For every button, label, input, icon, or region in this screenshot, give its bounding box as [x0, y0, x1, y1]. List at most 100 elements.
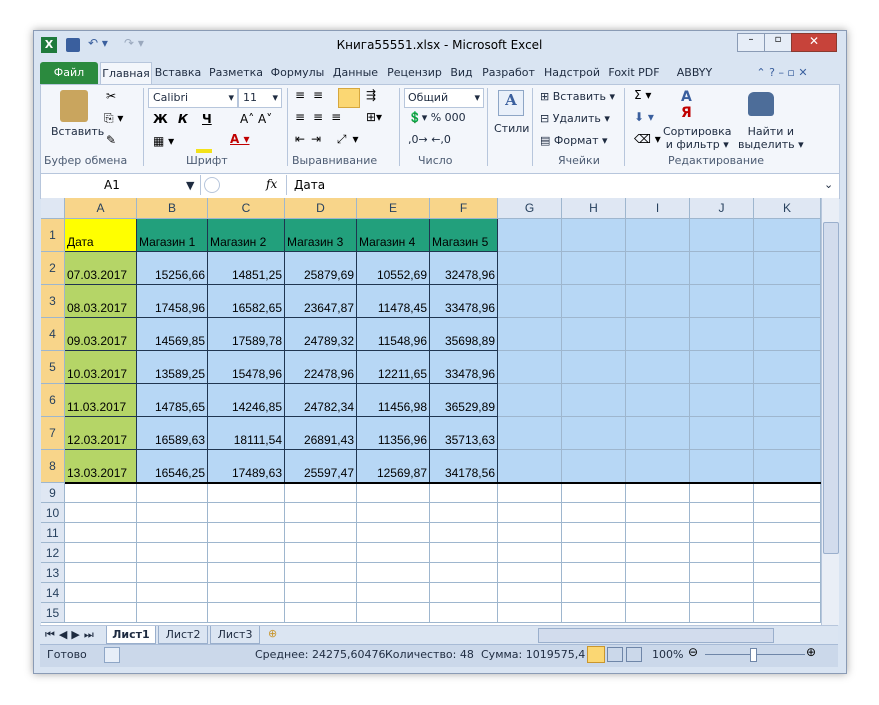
- cell[interactable]: 16582,65: [208, 285, 285, 318]
- empty-cell[interactable]: [754, 417, 821, 450]
- cell[interactable]: 11456,98: [357, 384, 430, 417]
- cell[interactable]: 34178,56: [430, 450, 498, 483]
- autosum[interactable]: Σ ▾: [634, 88, 652, 102]
- cell[interactable]: Магазин 1: [137, 219, 208, 252]
- empty-cell[interactable]: [626, 252, 690, 285]
- empty-cell[interactable]: [626, 318, 690, 351]
- empty-cell[interactable]: [208, 603, 285, 623]
- formula-value[interactable]: Дата: [294, 178, 326, 192]
- empty-cell[interactable]: [754, 603, 821, 623]
- font-name-box[interactable]: Calibri ▾: [148, 88, 238, 108]
- empty-cell[interactable]: [626, 583, 690, 603]
- empty-cell[interactable]: [562, 483, 626, 503]
- empty-cell[interactable]: [208, 543, 285, 563]
- empty-cell[interactable]: [754, 483, 821, 503]
- cell[interactable]: 14851,25: [208, 252, 285, 285]
- empty-cell[interactable]: [498, 417, 562, 450]
- empty-cell[interactable]: [626, 384, 690, 417]
- styles-icon[interactable]: A: [498, 90, 524, 116]
- empty-cell[interactable]: [754, 285, 821, 318]
- zoom-out[interactable]: ⊖: [688, 645, 699, 659]
- empty-cell[interactable]: [754, 450, 821, 483]
- empty-cell[interactable]: [690, 603, 754, 623]
- empty-cell[interactable]: [690, 450, 754, 483]
- empty-cell[interactable]: [562, 384, 626, 417]
- empty-cell[interactable]: [430, 543, 498, 563]
- grow-font[interactable]: A˄ A˅: [240, 112, 273, 126]
- empty-cell[interactable]: [562, 219, 626, 252]
- cell[interactable]: 23647,87: [285, 285, 357, 318]
- empty-cell[interactable]: [690, 417, 754, 450]
- empty-cell[interactable]: [626, 450, 690, 483]
- cell[interactable]: 24789,32: [285, 318, 357, 351]
- cell[interactable]: 24782,34: [285, 384, 357, 417]
- scroll-thumb[interactable]: [823, 222, 839, 554]
- cell[interactable]: 11356,96: [357, 417, 430, 450]
- column-header[interactable]: C: [208, 198, 285, 219]
- empty-cell[interactable]: [65, 563, 137, 583]
- sort-filter-button[interactable]: Сортировка и фильтр ▾: [663, 125, 732, 151]
- ribbon-tab[interactable]: Главная: [100, 62, 152, 86]
- cell[interactable]: 13589,25: [137, 351, 208, 384]
- empty-cell[interactable]: [626, 483, 690, 503]
- empty-cell[interactable]: [65, 583, 137, 603]
- ribbon-tab[interactable]: Надстрой: [544, 66, 600, 79]
- row-header[interactable]: 9: [41, 483, 65, 503]
- empty-cell[interactable]: [754, 219, 821, 252]
- empty-cell[interactable]: [690, 583, 754, 603]
- cell[interactable]: 11478,45: [357, 285, 430, 318]
- ribbon-tab[interactable]: Разработ: [482, 66, 535, 79]
- row-header[interactable]: 6: [41, 384, 65, 417]
- empty-cell[interactable]: [690, 219, 754, 252]
- cell[interactable]: 26891,43: [285, 417, 357, 450]
- empty-cell[interactable]: [285, 603, 357, 623]
- empty-cell[interactable]: [690, 351, 754, 384]
- vertical-align[interactable]: ≡≡: [295, 88, 332, 102]
- empty-cell[interactable]: [65, 503, 137, 523]
- italic-button[interactable]: К: [178, 112, 188, 126]
- number-buttons[interactable]: 💲▾ % 000: [408, 111, 466, 124]
- empty-cell[interactable]: [285, 543, 357, 563]
- empty-cell[interactable]: [208, 563, 285, 583]
- empty-cell[interactable]: [137, 523, 208, 543]
- cell[interactable]: 09.03.2017: [65, 318, 137, 351]
- empty-cell[interactable]: [562, 503, 626, 523]
- empty-cell[interactable]: [498, 351, 562, 384]
- cell[interactable]: 22478,96: [285, 351, 357, 384]
- empty-cell[interactable]: [690, 503, 754, 523]
- empty-cell[interactable]: [498, 252, 562, 285]
- empty-cell[interactable]: [754, 523, 821, 543]
- ribbon-tab[interactable]: Данные: [332, 66, 379, 79]
- bottom-align-active[interactable]: [338, 88, 360, 108]
- cell[interactable]: Дата: [65, 219, 137, 252]
- empty-cell[interactable]: [690, 523, 754, 543]
- cell[interactable]: 35713,63: [430, 417, 498, 450]
- empty-cell[interactable]: [626, 523, 690, 543]
- empty-cell[interactable]: [357, 583, 430, 603]
- page-break-view[interactable]: [626, 647, 642, 662]
- cell[interactable]: 17489,63: [208, 450, 285, 483]
- empty-cell[interactable]: [430, 503, 498, 523]
- empty-cell[interactable]: [498, 563, 562, 583]
- empty-cell[interactable]: [626, 351, 690, 384]
- empty-cell[interactable]: [65, 543, 137, 563]
- row-header[interactable]: 8: [41, 450, 65, 483]
- empty-cell[interactable]: [357, 523, 430, 543]
- empty-cell[interactable]: [498, 450, 562, 483]
- ribbon-tab[interactable]: ABBYY PDF: [676, 66, 713, 101]
- cell[interactable]: Магазин 5: [430, 219, 498, 252]
- macro-record[interactable]: [104, 647, 120, 663]
- ribbon-tab[interactable]: Foxit PDF: [608, 66, 660, 79]
- sheet-tab[interactable]: Лист3: [210, 626, 260, 644]
- empty-cell[interactable]: [690, 384, 754, 417]
- find-icon[interactable]: [748, 92, 774, 116]
- cell[interactable]: 33478,96: [430, 351, 498, 384]
- column-header[interactable]: F: [430, 198, 498, 219]
- empty-cell[interactable]: [137, 483, 208, 503]
- empty-cell[interactable]: [357, 503, 430, 523]
- empty-cell[interactable]: [137, 503, 208, 523]
- decimal-buttons[interactable]: ,0→ ←,0: [408, 133, 451, 146]
- empty-cell[interactable]: [65, 603, 137, 623]
- empty-cell[interactable]: [137, 543, 208, 563]
- restore-button[interactable]: ▫: [764, 33, 792, 52]
